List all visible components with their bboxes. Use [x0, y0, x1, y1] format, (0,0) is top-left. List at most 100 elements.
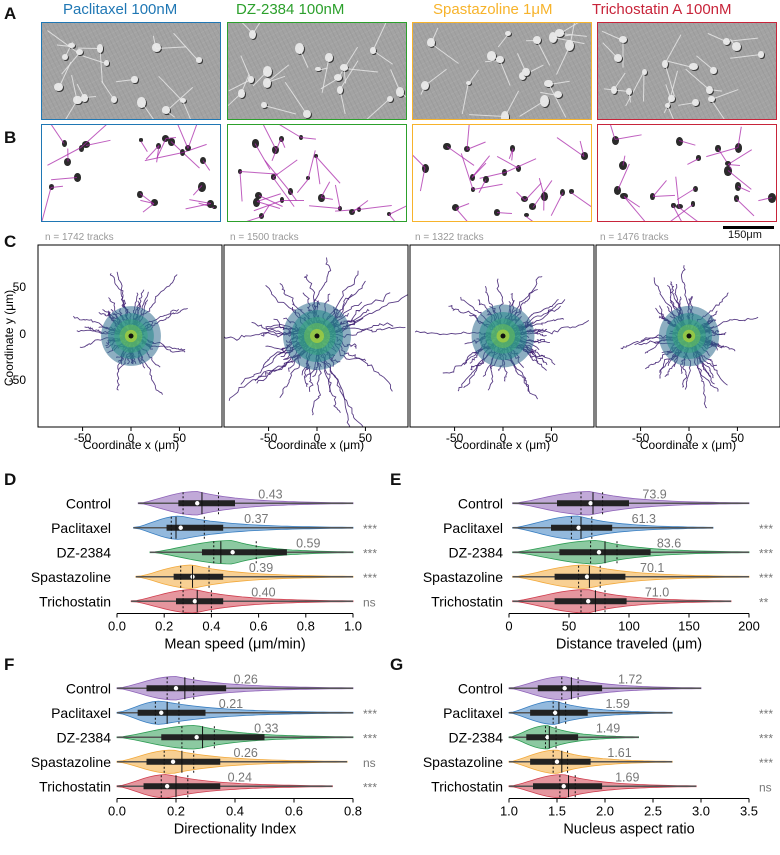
phase-image-spastazoline — [412, 22, 592, 120]
significance-label: *** — [363, 522, 377, 536]
tracked-image-spastazoline — [412, 124, 592, 222]
cell-body — [568, 189, 574, 195]
condition-title-paclitaxel: Paclitaxel 100nM — [63, 1, 178, 18]
significance-label: ns — [363, 595, 376, 609]
category-label: DZ-2384 — [449, 729, 504, 745]
x-tick-label: 0.6 — [250, 619, 268, 634]
median-dot — [173, 686, 179, 691]
significance-label: ns — [363, 756, 376, 770]
neurite — [498, 33, 509, 47]
iqr-box — [161, 734, 265, 741]
trajectory-line — [140, 140, 148, 152]
cell-body — [211, 204, 217, 210]
cell-body — [767, 193, 776, 203]
mean-value-label: 0.37 — [244, 512, 268, 526]
trajectory-line — [307, 149, 316, 180]
condition-title-dz2384: DZ-2384 100nM — [236, 1, 345, 18]
median-dot — [230, 550, 235, 555]
x-tick-label: 0.4 — [226, 804, 244, 819]
scale-bar-label: 150μm — [728, 229, 762, 241]
median-dot — [596, 550, 602, 555]
neurite — [252, 23, 264, 35]
x-tick-label: 1.0 — [344, 619, 362, 634]
x-tick-label: 0.8 — [297, 619, 315, 634]
trajectory-line — [42, 187, 52, 221]
track-x-axis-label-1: Coordinate x (μm) — [83, 438, 179, 452]
neurite — [339, 89, 346, 115]
condition-title-spastazoline: Spastazoline 1μM — [433, 1, 553, 18]
cell-body — [734, 143, 742, 153]
x-tick-label: 0.2 — [167, 804, 185, 819]
median-dot — [178, 525, 183, 530]
trajectory-line — [389, 203, 406, 215]
median-dot — [584, 574, 590, 579]
median-dot — [194, 735, 199, 740]
category-label: DZ-2384 — [57, 544, 112, 560]
neurite — [48, 30, 80, 54]
track-count-spastazoline: n = 1322 tracks — [415, 232, 484, 243]
neurite — [504, 90, 520, 117]
mean-value-label: 0.43 — [258, 488, 282, 501]
significance-label: *** — [759, 522, 773, 536]
track-x-tick-label: 50 — [731, 431, 745, 445]
track-y-tick-minus50: -50 — [9, 373, 27, 387]
x-tick-label: 1.0 — [500, 804, 518, 819]
trajectory-line — [335, 184, 341, 209]
mean-value-label: 0.39 — [249, 561, 273, 575]
median-dot — [170, 759, 176, 764]
neurite — [695, 54, 715, 71]
violin-dz-2384: 83.6 *** DZ-2384 — [449, 536, 773, 565]
neurite — [372, 23, 388, 51]
violin-dz-2384: 0.33 *** DZ-2384 — [57, 721, 377, 750]
violin-spastazoline: 70.1 *** Spastazoline — [423, 561, 773, 589]
cell-body — [110, 95, 118, 104]
cell-body — [68, 42, 75, 48]
median-dot — [588, 501, 593, 506]
mean-value-label: 0.59 — [296, 536, 320, 550]
panel-letter-d: D — [4, 470, 17, 489]
trajectory-line — [254, 143, 271, 170]
x-tick-label: 0.2 — [155, 619, 173, 634]
neurite — [431, 42, 460, 64]
neurite — [58, 61, 72, 88]
mean-value-label: 1.61 — [607, 746, 631, 760]
trajectory-line — [320, 181, 331, 198]
violin-paclitaxel: 1.59 *** Paclitaxel — [443, 697, 773, 725]
violin-trichostatin: 0.24 *** Trichostatin — [39, 770, 377, 799]
significance-label: *** — [363, 780, 377, 794]
panel-letter-f: F — [4, 655, 15, 674]
trajectory-line — [389, 214, 406, 221]
violin-spastazoline: 0.26 ns Spastazoline — [31, 746, 376, 774]
neurite — [613, 72, 626, 90]
cell-body — [692, 185, 698, 193]
trajectory-line — [550, 192, 564, 216]
condition-title-trichostatin: Trichostatin A 100nM — [592, 1, 732, 18]
track-origin — [500, 333, 506, 339]
trajectory-line — [675, 176, 680, 208]
neurite — [182, 101, 197, 119]
trajectory-line — [143, 202, 155, 213]
violin-trichostatin: 71.0 ** Trichostatin — [431, 585, 769, 614]
iqr-box — [166, 524, 224, 531]
median-dot — [159, 710, 164, 715]
category-label: Trichostatin — [431, 593, 503, 609]
category-label: Spastazoline — [31, 754, 111, 770]
track-x-tick-label: 50 — [545, 431, 559, 445]
track-x-axis-label-2: Coordinate x (μm) — [268, 438, 364, 452]
iqr-box — [146, 685, 227, 692]
violin-paclitaxel: 0.37 *** Paclitaxel — [51, 512, 377, 540]
iqr-box — [176, 598, 224, 605]
x-tick-label: 3.0 — [692, 804, 710, 819]
track-y-axis-label: Coordinate y (μm) — [2, 290, 16, 386]
median-dot — [576, 525, 581, 530]
significance-label: ** — [759, 595, 769, 609]
x-tick-label: 2.0 — [596, 804, 614, 819]
mean-value-label: 0.26 — [234, 746, 258, 760]
iqr-box — [173, 573, 224, 580]
violin-paclitaxel: 0.21 *** Paclitaxel — [51, 697, 377, 725]
trajectory-line — [175, 125, 189, 149]
chart-distance-traveled: 73.9 Control 61.3 *** Paclitaxel 83.6 *** DZ-23… — [423, 488, 774, 653]
category-label: Paclitaxel — [51, 520, 111, 536]
cell-body — [532, 36, 541, 45]
trajectory-line — [471, 154, 491, 178]
